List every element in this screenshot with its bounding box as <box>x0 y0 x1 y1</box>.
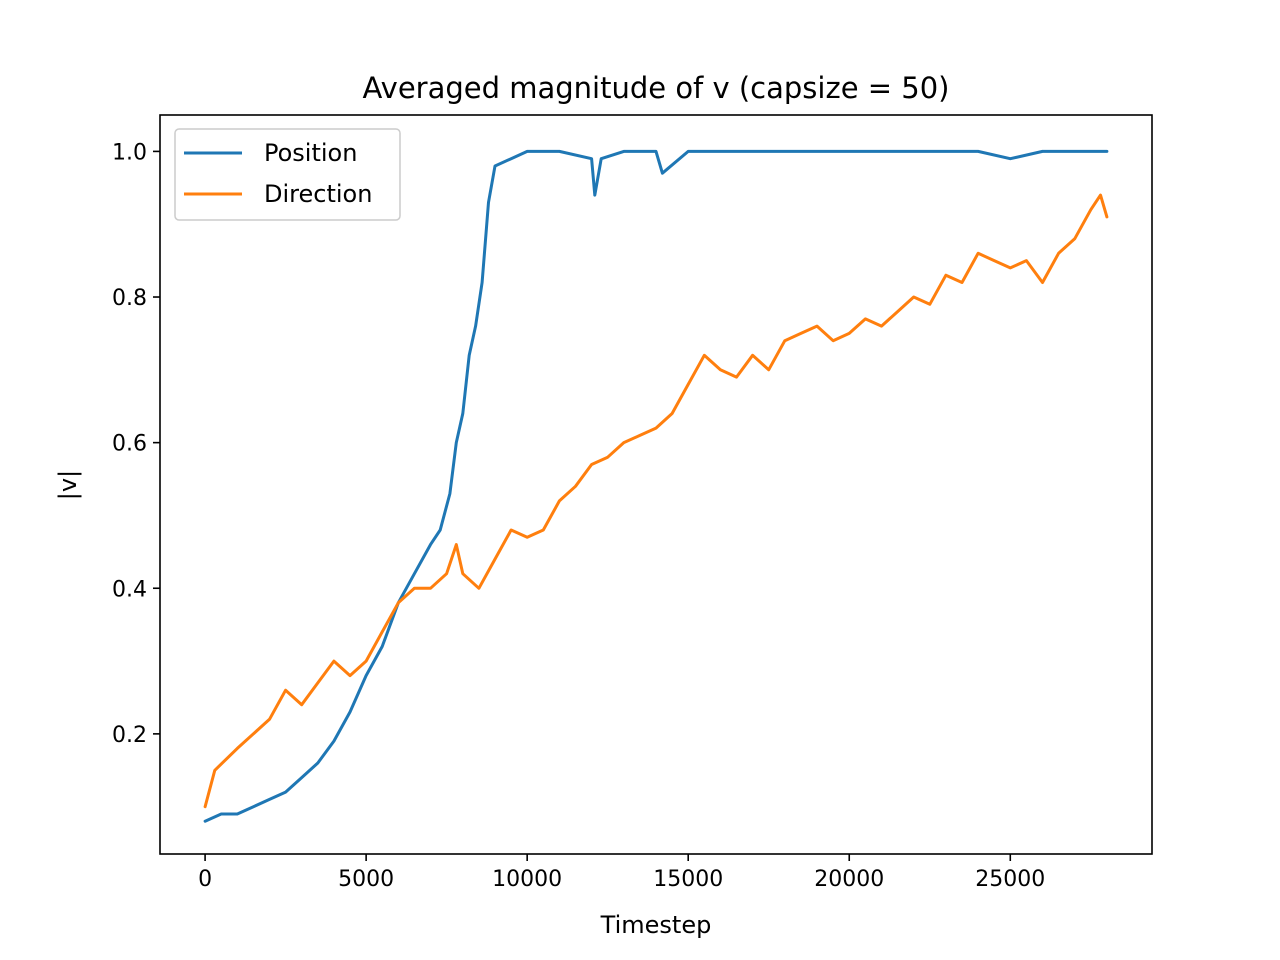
chart-title: Averaged magnitude of v (capsize = 50) <box>363 71 950 105</box>
series-line-position <box>203 149 1109 823</box>
legend-label-position: Position <box>264 139 357 167</box>
x-axis-ticks: 0 5000 10000 15000 20000 25000 <box>198 854 1045 892</box>
x-tick-label: 15000 <box>653 867 723 892</box>
x-tick-label: 10000 <box>492 867 562 892</box>
x-tick-label: 0 <box>198 867 212 892</box>
x-axis-label: Timestep <box>600 911 712 939</box>
x-tick-label: 5000 <box>338 867 394 892</box>
series-line-direction <box>203 193 1109 809</box>
y-axis-label: |v| <box>54 470 82 500</box>
legend: Position Direction <box>174 128 401 221</box>
x-tick-label: 20000 <box>814 867 884 892</box>
y-tick-label: 0.6 <box>112 432 147 457</box>
plot-area-frame <box>159 114 1153 855</box>
y-tick-label: 0.2 <box>112 723 147 748</box>
y-tick-label: 0.8 <box>112 286 147 311</box>
x-tick-label: 25000 <box>975 867 1045 892</box>
legend-label-direction: Direction <box>264 180 372 208</box>
y-axis-ticks: 0.2 0.4 0.6 0.8 1.0 <box>112 140 160 748</box>
y-tick-label: 0.4 <box>112 577 147 602</box>
series-lines <box>203 149 1109 823</box>
y-tick-label: 1.0 <box>112 140 147 165</box>
